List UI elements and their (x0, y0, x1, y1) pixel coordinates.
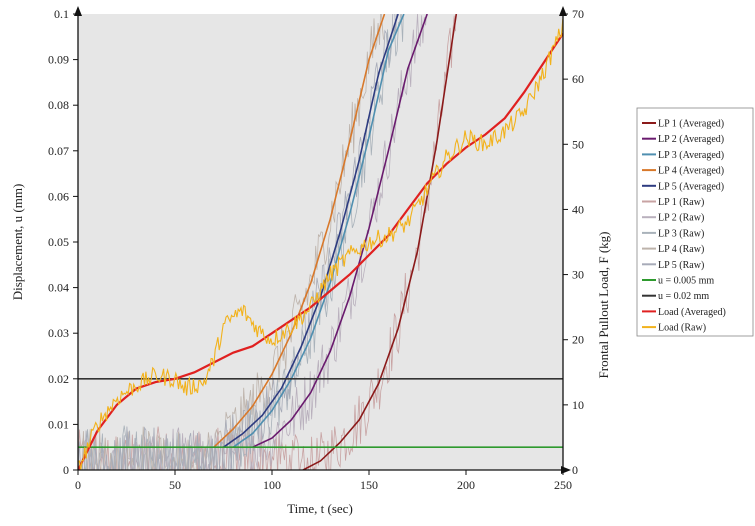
legend-label: LP 4 (Averaged) (658, 166, 724, 177)
series-line-10 (78, 14, 397, 470)
legend-label: u = 0.005 mm (658, 276, 714, 287)
y-right-tick-label: 10 (572, 398, 584, 412)
legend-label: LP 4 (Raw) (658, 244, 704, 255)
y-axis-left-label: Displacement, u (mm) (10, 184, 25, 301)
legend-box (636, 107, 754, 337)
y-right-tick-label: 30 (572, 268, 584, 282)
y-right-tick-label: 20 (572, 333, 584, 347)
y-right-tick-label: 70 (572, 7, 584, 21)
y-left-tick-label: 0.1 (54, 7, 69, 21)
x-tick-label: 250 (554, 478, 572, 492)
legend-label: Load (Raw) (658, 323, 706, 334)
x-tick-label: 0 (75, 478, 81, 492)
legend-label: LP 3 (Raw) (658, 228, 704, 239)
series-line-2 (252, 14, 428, 448)
y-left-tick-label: 0.06 (48, 189, 69, 203)
y-axis-right-label: Frontal Pullout Load, F (kg) (596, 232, 611, 379)
series-line-1 (302, 14, 458, 470)
legend: LP 1 (Averaged) LP 2 (Averaged) LP 3 (Aver… (636, 107, 754, 337)
series-line-5 (223, 14, 399, 448)
y-left-tick-label: 0.05 (48, 235, 69, 249)
y-right-tick-label: 50 (572, 137, 584, 151)
x-tick-label: 50 (169, 478, 181, 492)
y-right-tick-label: 40 (572, 202, 584, 216)
y-right-tick-label: 0 (572, 463, 578, 477)
y-left-tick-label: 0.07 (48, 144, 69, 158)
legend-label: Load (Averaged) (658, 307, 726, 318)
series-line-4 (213, 14, 386, 448)
legend-label: u = 0.02 mm (658, 291, 709, 302)
y-left-tick-label: 0.08 (48, 98, 69, 112)
series-line-3 (232, 14, 405, 448)
series-line-14 (78, 19, 563, 470)
x-tick-label: 200 (457, 478, 475, 492)
y-left-tick-label: 0.01 (48, 417, 69, 431)
legend-label: LP 1 (Raw) (658, 197, 704, 208)
y-right-tick-label: 60 (572, 72, 584, 86)
series-line-8 (78, 14, 404, 470)
legend-label: LP 3 (Averaged) (658, 150, 724, 161)
y-left-tick-label: 0.04 (48, 281, 69, 295)
legend-label: LP 1 (Averaged) (658, 119, 724, 130)
x-tick-label: 100 (263, 478, 281, 492)
ticks: 0 50 100 150 200 25000.010.020.030.040.050.06… (48, 7, 584, 492)
series-layer (78, 14, 563, 470)
x-axis-label: Time, t (sec) (287, 501, 353, 516)
y-left-tick-label: 0.09 (48, 53, 69, 67)
plot-area (78, 14, 563, 470)
legend-label: LP 5 (Averaged) (658, 181, 724, 192)
legend-label: LP 2 (Averaged) (658, 134, 724, 145)
x-tick-label: 150 (360, 478, 378, 492)
y-left-tick-label: 0.03 (48, 326, 69, 340)
y-left-tick-label: 0.02 (48, 372, 69, 386)
y-left-tick-label: 0 (63, 463, 69, 477)
legend-label: LP 5 (Raw) (658, 260, 704, 271)
legend-label: LP 2 (Raw) (658, 213, 704, 224)
